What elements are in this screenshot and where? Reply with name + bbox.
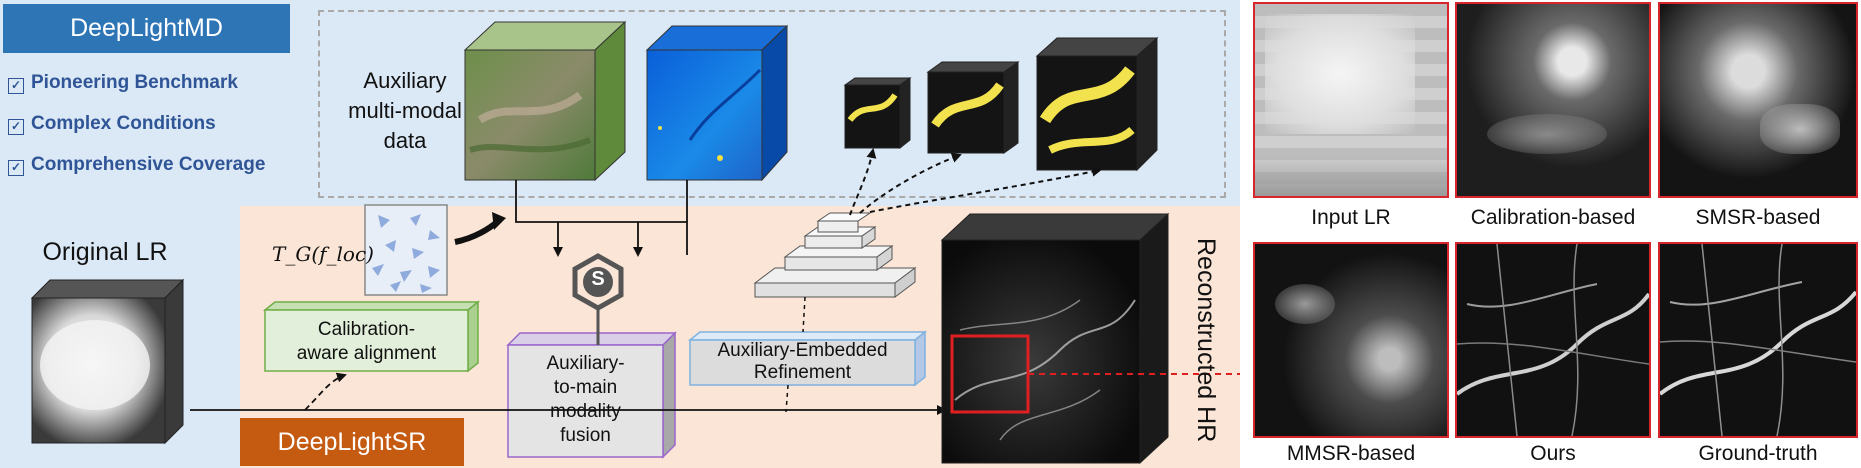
caption-ours: Ours <box>1530 442 1576 465</box>
thumbnail-ground-truth <box>1658 242 1858 438</box>
refinement-box <box>687 330 928 387</box>
aux-data-label-line: multi-modal <box>348 98 462 123</box>
aux-link-sat <box>515 180 688 255</box>
calibration-box <box>262 300 481 373</box>
caption-mmsr-based: MMSR-based <box>1286 442 1416 465</box>
pipeline-diagram <box>30 20 1240 465</box>
original-lr-label: Original LR <box>42 238 168 266</box>
caption-input-lr: Input LR <box>1311 206 1391 229</box>
feature-cube-small <box>843 77 912 150</box>
feature-label: Complex Conditions <box>31 113 216 134</box>
transform-to-cube-arrow <box>454 219 499 245</box>
feature-item-conditions: ✓ Complex Conditions <box>8 113 216 135</box>
checkbox-icon: ✓ <box>8 160 24 176</box>
deeplightsr-badge-text: DeepLightSR <box>277 428 427 456</box>
caption-calibration-based: Calibration-based <box>1470 206 1636 229</box>
reconstructed-hr-label-text: Reconstructed HR <box>1192 238 1220 443</box>
caption-ground-truth: Ground-truth <box>1698 442 1818 465</box>
calibration-label-line: Calibration- <box>317 319 416 340</box>
thumbnail-ours <box>1455 242 1651 438</box>
thumbnail-smsr-based <box>1658 2 1858 198</box>
reconstructed-hr-cube <box>940 212 1170 465</box>
caption-smsr-based: SMSR-based <box>1695 206 1821 229</box>
fusion-hexagon-icon <box>572 253 624 322</box>
fusion-label-line: to-main <box>553 377 618 398</box>
thumbnail-input-lr <box>1253 2 1449 198</box>
transform-box <box>364 204 448 296</box>
fusion-label-line: fusion <box>560 425 611 446</box>
feature-item-benchmark: ✓ Pioneering Benchmark <box>8 72 238 94</box>
satellite-image-cube <box>463 20 627 182</box>
transform-formula-text: T_G(f_loc) <box>272 242 374 266</box>
fusion-label: Auxiliary- to-main modality fusion <box>508 352 663 448</box>
fusion-box <box>506 331 677 459</box>
deeplightmd-badge: DeepLightMD <box>3 4 290 53</box>
feature-cube-medium <box>926 61 1020 154</box>
thumbnail-calibration-based <box>1455 2 1651 198</box>
calibration-label: Calibration- aware alignment <box>265 318 468 366</box>
aux-data-label-line: data <box>383 128 427 153</box>
fusion-label-line: modality <box>550 401 621 422</box>
transform-formula: T_G(f_loc) <box>272 242 374 266</box>
deeplightmd-badge-text: DeepLightMD <box>70 14 223 42</box>
refinement-label: Auxiliary-Embedded Refinement <box>690 340 915 384</box>
fusion-label-line: Auxiliary- <box>546 353 625 374</box>
deeplightsr-badge: DeepLightSR <box>240 418 464 466</box>
refinement-label-line: Refinement <box>753 362 852 383</box>
fusion-symbol: S <box>591 268 605 290</box>
elevation-image-cube <box>645 24 789 182</box>
aux-data-label: Auxiliary multi-modal data <box>325 66 485 156</box>
refinement-label-line: Auxiliary-Embedded <box>717 340 888 361</box>
stacked-layers-icon <box>753 212 917 298</box>
aux-dashed-box <box>318 10 1226 198</box>
feature-label: Pioneering Benchmark <box>31 72 238 93</box>
checkbox-icon: ✓ <box>8 78 24 94</box>
feature-item-coverage: ✓ Comprehensive Coverage <box>8 154 265 176</box>
original-lr-cube <box>30 278 185 445</box>
feature-cube-large <box>1035 36 1159 172</box>
calibration-label-line: aware alignment <box>296 343 437 364</box>
checkbox-icon: ✓ <box>8 119 24 135</box>
feature-label: Comprehensive Coverage <box>31 154 266 175</box>
thumbnail-mmsr-based <box>1253 242 1449 438</box>
reconstructed-hr-label: Reconstructed HR <box>1188 218 1220 463</box>
aux-data-label-line: Auxiliary <box>363 68 447 93</box>
